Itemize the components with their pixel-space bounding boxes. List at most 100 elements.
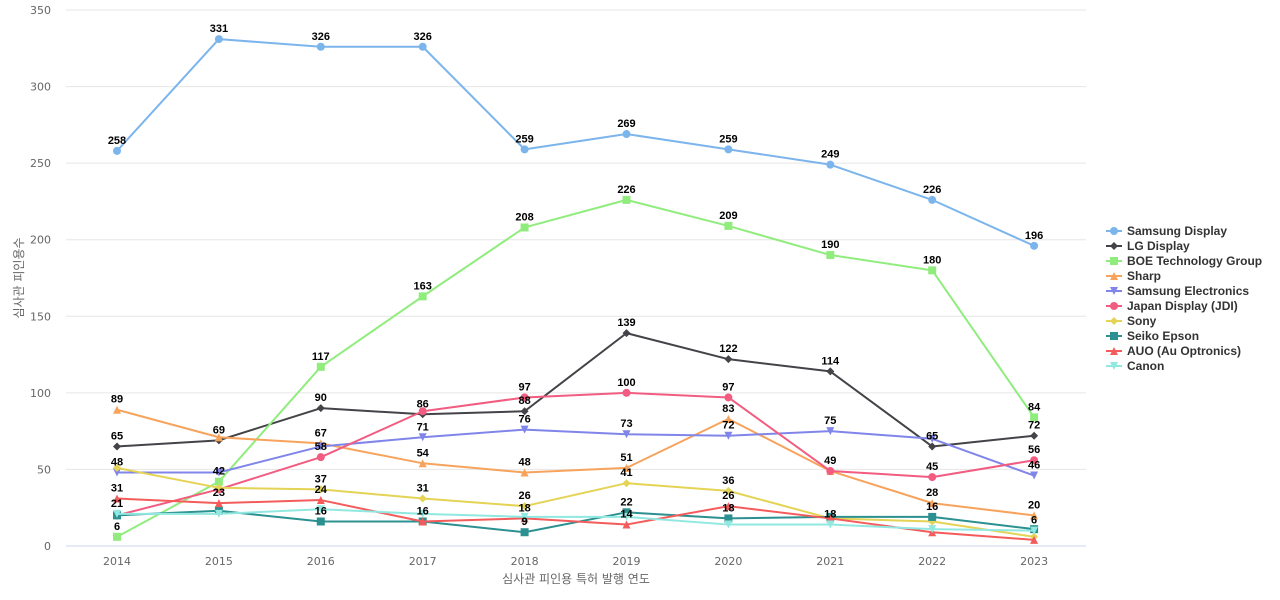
data-point[interactable]: [520, 145, 529, 154]
data-point[interactable]: [418, 517, 427, 526]
data-point[interactable]: [418, 494, 427, 503]
data-point[interactable]: [214, 433, 223, 442]
data-point[interactable]: [214, 509, 223, 518]
data-point[interactable]: [826, 466, 835, 475]
series-auo-au-optronics[interactable]: [113, 494, 1039, 544]
legend-item[interactable]: Sony: [1106, 313, 1262, 328]
data-point[interactable]: [113, 442, 121, 451]
data-point[interactable]: [113, 463, 121, 472]
data-point[interactable]: [724, 514, 733, 523]
data-point[interactable]: [1030, 413, 1039, 422]
data-point[interactable]: [214, 468, 223, 477]
legend-item[interactable]: AUO (Au Optronics): [1106, 343, 1262, 358]
data-point[interactable]: [214, 483, 223, 492]
data-point[interactable]: [1030, 456, 1039, 465]
data-point[interactable]: [316, 517, 325, 526]
data-point[interactable]: [520, 528, 529, 537]
data-point[interactable]: [826, 367, 835, 376]
data-point[interactable]: [826, 427, 835, 436]
data-point[interactable]: [928, 442, 937, 451]
data-point[interactable]: [928, 434, 937, 443]
series-samsung-electronics[interactable]: [113, 425, 1039, 480]
legend-item[interactable]: Sharp: [1106, 268, 1262, 283]
data-point[interactable]: [520, 512, 529, 521]
legend-marker[interactable]: [1110, 226, 1118, 235]
data-point[interactable]: [214, 35, 223, 44]
legend-item[interactable]: Samsung Electronics: [1106, 283, 1262, 298]
data-point[interactable]: [928, 195, 937, 204]
legend-marker[interactable]: [1110, 286, 1118, 295]
data-point[interactable]: [520, 223, 529, 232]
legend-marker[interactable]: [1110, 361, 1118, 370]
legend-item[interactable]: Japan Display (JDI): [1106, 298, 1262, 313]
series-boe-technology-group[interactable]: [113, 195, 1039, 541]
series-samsung-display[interactable]: [113, 35, 1039, 250]
legend-item[interactable]: Seiko Epson: [1106, 328, 1262, 343]
data-point[interactable]: [724, 486, 733, 495]
data-point[interactable]: [826, 251, 835, 260]
data-point[interactable]: [418, 42, 427, 51]
data-point[interactable]: [418, 509, 427, 518]
legend-marker[interactable]: [1110, 256, 1118, 265]
data-point[interactable]: [622, 508, 631, 517]
data-point[interactable]: [622, 512, 631, 521]
data-point[interactable]: [520, 407, 529, 416]
data-point[interactable]: [113, 494, 121, 503]
data-point[interactable]: [826, 514, 835, 523]
data-point[interactable]: [724, 502, 733, 511]
data-point[interactable]: [928, 512, 937, 521]
data-point[interactable]: [316, 505, 325, 514]
data-point[interactable]: [622, 130, 631, 139]
data-point[interactable]: [928, 473, 937, 482]
data-point[interactable]: [316, 42, 325, 51]
data-point[interactable]: [724, 431, 733, 440]
data-point[interactable]: [1030, 431, 1039, 440]
data-point[interactable]: [826, 520, 835, 529]
data-point[interactable]: [520, 468, 529, 477]
legend-item[interactable]: Samsung Display: [1106, 223, 1262, 238]
data-point[interactable]: [928, 499, 937, 508]
data-point[interactable]: [1030, 511, 1039, 520]
data-point[interactable]: [724, 221, 733, 230]
legend-marker[interactable]: [1110, 346, 1118, 355]
legend-marker[interactable]: [1110, 301, 1118, 310]
data-point[interactable]: [928, 266, 937, 275]
data-point[interactable]: [113, 468, 121, 477]
data-point[interactable]: [622, 388, 631, 397]
data-point[interactable]: [316, 485, 325, 494]
legend-marker[interactable]: [1110, 316, 1118, 325]
data-point[interactable]: [316, 362, 325, 371]
series-japan-display-jdi[interactable]: [113, 388, 1039, 520]
data-point[interactable]: [622, 430, 631, 439]
data-point[interactable]: [1030, 241, 1039, 250]
data-point[interactable]: [418, 459, 427, 468]
legend-marker[interactable]: [1110, 271, 1118, 280]
data-point[interactable]: [622, 479, 631, 488]
legend-item[interactable]: Canon: [1106, 358, 1262, 373]
legend-marker[interactable]: [1110, 331, 1118, 340]
data-point[interactable]: [113, 146, 121, 155]
data-point[interactable]: [113, 532, 121, 541]
data-point[interactable]: [1030, 535, 1039, 544]
data-point[interactable]: [113, 405, 121, 414]
data-point[interactable]: [622, 520, 631, 529]
data-point[interactable]: [622, 463, 631, 472]
data-point[interactable]: [724, 145, 733, 154]
legend-item[interactable]: BOE Technology Group: [1106, 253, 1262, 268]
data-point[interactable]: [520, 425, 529, 434]
legend-marker[interactable]: [1110, 241, 1118, 250]
data-point[interactable]: [316, 404, 325, 413]
data-point[interactable]: [418, 433, 427, 442]
data-point[interactable]: [214, 499, 223, 508]
data-point[interactable]: [826, 160, 835, 169]
data-point[interactable]: [316, 442, 325, 451]
data-point[interactable]: [113, 509, 121, 518]
data-point[interactable]: [1030, 526, 1039, 535]
data-point[interactable]: [724, 520, 733, 529]
data-point[interactable]: [418, 407, 427, 416]
data-point[interactable]: [724, 393, 733, 402]
data-point[interactable]: [520, 393, 529, 402]
legend-item[interactable]: LG Display: [1106, 238, 1262, 253]
data-point[interactable]: [622, 329, 631, 338]
data-point[interactable]: [316, 496, 325, 505]
